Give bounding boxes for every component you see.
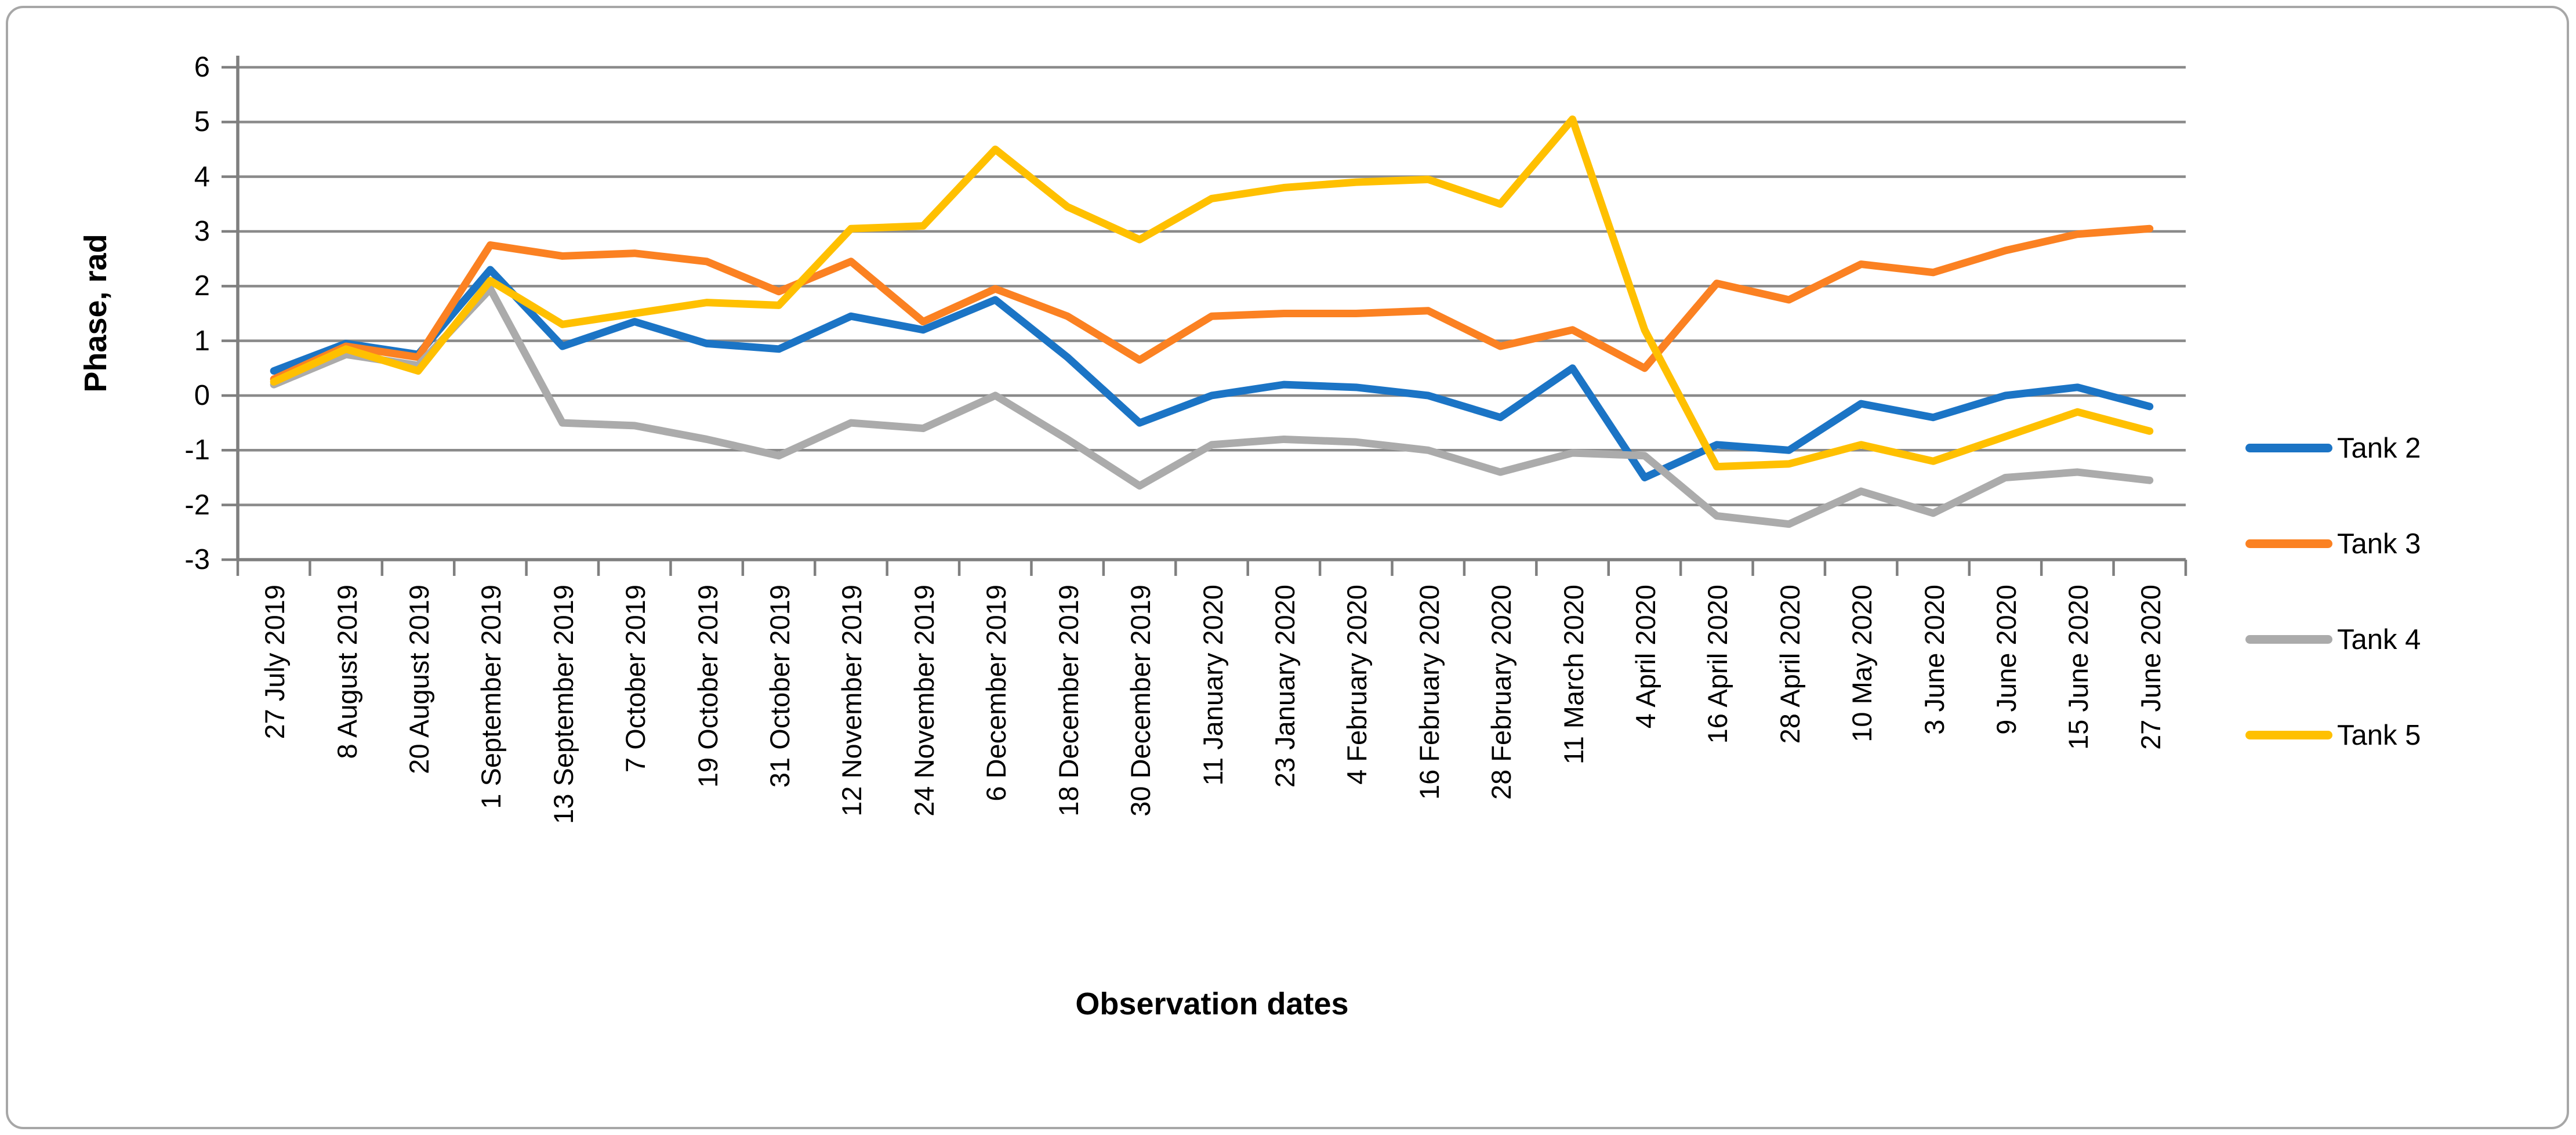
legend-label: Tank 3 [2337, 528, 2421, 560]
x-tick-label: 28 February 2020 [1486, 584, 1517, 800]
y-tick-label: 3 [194, 215, 210, 247]
x-tick-label: 8 August 2019 [331, 584, 362, 759]
x-tick-label: 4 February 2020 [1341, 584, 1373, 785]
x-tick-label: 3 June 2020 [1918, 584, 1950, 735]
series-line-tank-5 [270, 115, 2154, 471]
y-tick-label: 4 [194, 161, 210, 193]
x-tick-label: 24 November 2019 [908, 584, 939, 817]
y-tick-label: 2 [194, 270, 210, 302]
legend-item-tank-5: Tank 5 [2245, 687, 2421, 783]
x-tick-label: 7 October 2019 [620, 584, 651, 773]
chart-border [6, 6, 2569, 1129]
x-tick-label: 19 October 2019 [692, 584, 723, 788]
x-tick-label: 1 September 2019 [476, 584, 507, 809]
legend-label: Tank 2 [2337, 432, 2421, 464]
series-line-tank-3 [270, 224, 2154, 383]
x-tick-label: 4 April 2020 [1630, 584, 1661, 729]
x-tick-label: 11 January 2020 [1197, 584, 1228, 786]
legend-item-tank-2: Tank 2 [2245, 400, 2421, 496]
x-tick-label: 15 June 2020 [2063, 584, 2094, 750]
x-tick-label: 23 January 2020 [1269, 584, 1300, 788]
y-tick-label: 1 [194, 325, 210, 357]
x-axis-title: Observation dates [1075, 987, 1349, 1021]
x-tick-label: 10 May 2020 [1846, 584, 1878, 742]
x-tick-label: 6 December 2019 [981, 584, 1012, 802]
x-tick-label: 12 November 2019 [836, 584, 868, 817]
x-tick-label: 20 August 2019 [404, 584, 435, 774]
x-tick-label: 16 February 2020 [1413, 584, 1445, 800]
legend-label: Tank 4 [2337, 623, 2421, 655]
series-line-tank-4 [270, 285, 2154, 528]
x-tick-label: 9 June 2020 [1990, 584, 2022, 735]
legend-marker-tank-5 [2245, 731, 2332, 739]
x-tick-label: 28 April 2020 [1774, 584, 1805, 744]
x-tick-label: 13 September 2019 [547, 584, 579, 824]
legend-marker-tank-4 [2245, 635, 2332, 644]
x-tick-label: 11 March 2020 [1558, 584, 1589, 765]
x-tick-label: 27 July 2019 [259, 584, 291, 739]
y-tick-label: 6 [194, 52, 210, 83]
legend-item-tank-3: Tank 3 [2245, 496, 2421, 592]
x-tick-label: 30 December 2019 [1125, 584, 1156, 817]
y-tick-label: -3 [184, 543, 210, 575]
x-tick-label: 27 June 2020 [2135, 584, 2166, 750]
x-tick-label: 18 December 2019 [1053, 584, 1084, 817]
legend-label: Tank 5 [2337, 719, 2421, 751]
legend-marker-tank-3 [2245, 539, 2332, 548]
y-axis-title: Phase, rad [78, 234, 113, 393]
y-tick-label: -2 [184, 489, 210, 521]
x-tick-label: 31 October 2019 [764, 584, 796, 788]
legend-item-tank-4: Tank 4 [2245, 592, 2421, 687]
legend: Tank 2 Tank 3 Tank 4 Tank 5 [2245, 400, 2421, 783]
legend-marker-tank-2 [2245, 444, 2332, 452]
x-tick-label: 16 April 2020 [1702, 584, 1733, 744]
y-tick-label: 5 [194, 106, 210, 138]
series-line-tank-2 [270, 266, 2154, 481]
y-tick-label: -1 [184, 434, 210, 466]
y-tick-label: 0 [194, 379, 210, 411]
